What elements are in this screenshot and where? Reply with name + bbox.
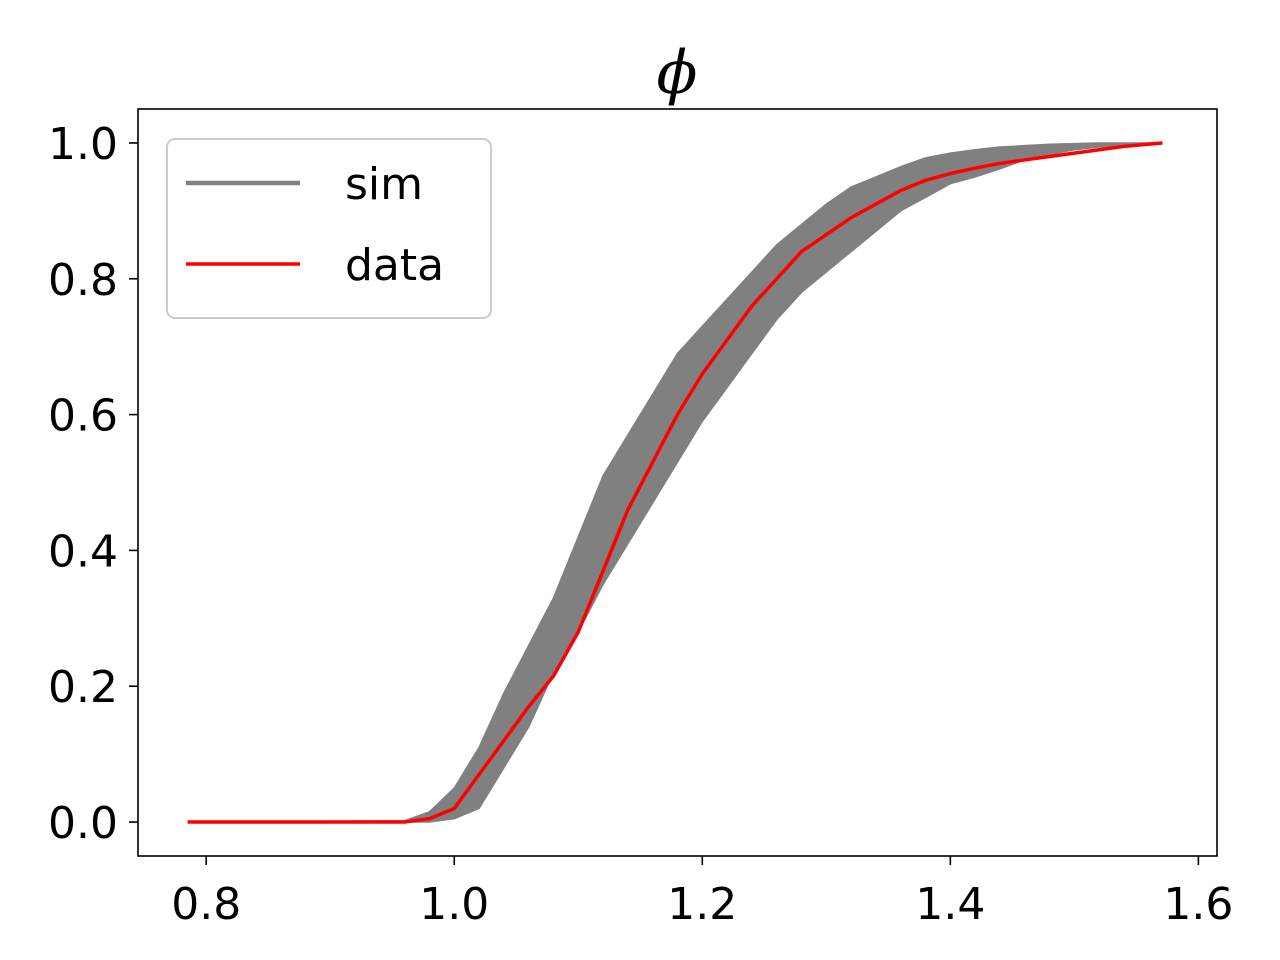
- legend-box: [166, 138, 492, 319]
- chart-title: ϕ: [657, 38, 698, 108]
- y-tick-label: 0.6: [48, 391, 118, 442]
- x-tick-label: 1.2: [667, 879, 737, 930]
- x-tick-label: 0.8: [171, 879, 241, 930]
- legend: sim data: [166, 138, 492, 319]
- plot-area: [187, 141, 1163, 824]
- y-tick-label: 0.8: [48, 255, 118, 306]
- series-data-line: [187, 141, 1163, 824]
- x-tick-label: 1.0: [419, 879, 489, 930]
- y-tick-label: 1.0: [48, 119, 118, 170]
- legend-label: sim: [345, 159, 423, 210]
- x-tick-label: 1.4: [915, 879, 985, 930]
- x-tick-label: 1.6: [1163, 879, 1233, 930]
- y-tick-label: 0.0: [48, 798, 118, 849]
- legend-entry-sim: sim: [186, 159, 423, 210]
- axes: 0.8 1.0 1.2 1.4 1.6 0.0 0.2 0.4 0.6 0.8 1.0: [48, 108, 1233, 930]
- legend-entry-data: data: [186, 240, 444, 291]
- legend-label: data: [345, 240, 444, 291]
- y-tick-label: 0.2: [48, 662, 118, 713]
- y-tick-label: 0.4: [48, 526, 118, 577]
- axes-frame: [137, 108, 1218, 857]
